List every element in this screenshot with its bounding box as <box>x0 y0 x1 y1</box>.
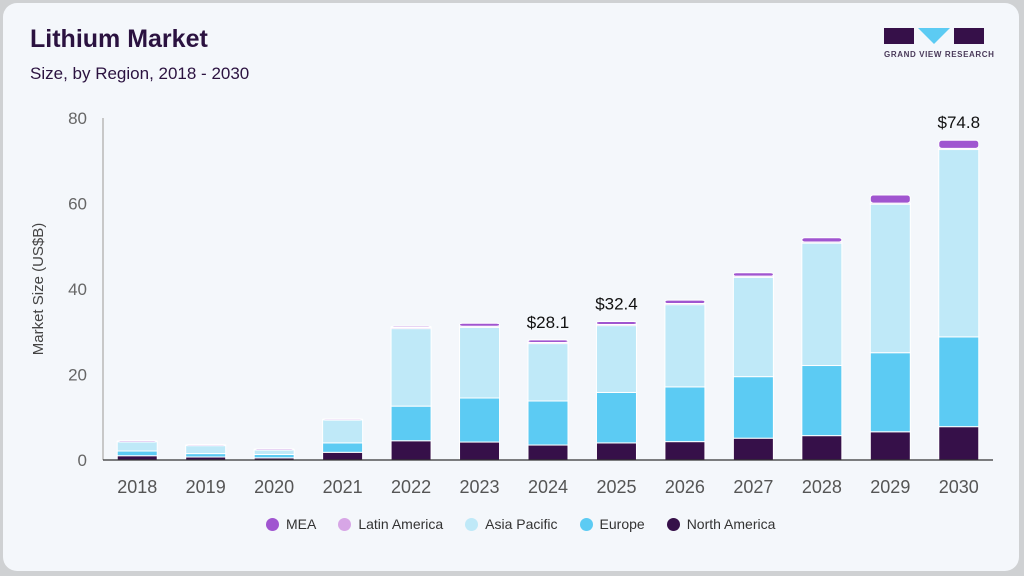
legend-item-north-america: North America <box>666 516 776 532</box>
bar-segment-asia-pacific <box>459 326 501 399</box>
bar-segment-europe <box>459 397 501 443</box>
x-tick-label: 2018 <box>117 477 157 497</box>
bar-segment-europe <box>527 400 569 446</box>
bar-segment-europe <box>253 453 295 459</box>
bar-segment-mea <box>527 339 569 343</box>
x-tick-label: 2021 <box>323 477 363 497</box>
legend-item-latin-america: Latin America <box>338 516 443 532</box>
bar-segment-mea <box>459 322 501 327</box>
bar-segment-mea <box>116 440 158 443</box>
legend-label: MEA <box>286 516 317 532</box>
x-tick-label: 2027 <box>733 477 773 497</box>
data-label: $32.4 <box>595 294 638 313</box>
y-tick-label: 0 <box>78 451 87 470</box>
bar-segment-europe <box>116 450 158 457</box>
bar-segment-mea <box>185 444 227 447</box>
legend-item-asia-pacific: Asia Pacific <box>465 516 558 532</box>
x-tick-label: 2029 <box>870 477 910 497</box>
bar-segment-asia-pacific <box>390 327 432 407</box>
bar-segment-europe <box>938 336 980 428</box>
legend-label: Europe <box>599 516 645 532</box>
bar-segment-north-america <box>459 441 501 461</box>
legend-swatch-icon <box>465 517 479 531</box>
y-tick-label: 60 <box>68 195 87 214</box>
legend-label: Latin America <box>358 516 444 532</box>
legend-swatch-icon <box>266 517 279 531</box>
bar-segment-asia-pacific <box>116 440 158 452</box>
bar-segment-europe <box>664 386 706 443</box>
legend-label: Asia Pacific <box>485 516 558 532</box>
data-label: $74.8 <box>937 113 980 132</box>
bar-segment-mea <box>322 418 364 421</box>
y-tick-label: 40 <box>68 280 87 299</box>
chart-title: Lithium Market <box>30 25 208 53</box>
x-tick-label: 2022 <box>391 477 431 497</box>
bar-segment-europe <box>322 442 364 453</box>
bar-segment-asia-pacific <box>664 303 706 388</box>
bar-segment-asia-pacific <box>869 203 911 354</box>
bar-segment-north-america <box>938 426 980 461</box>
legend-swatch-icon <box>579 517 593 531</box>
x-tick-label: 2030 <box>939 477 979 497</box>
bar-segment-north-america <box>869 431 911 461</box>
y-tick-label: 20 <box>68 366 87 385</box>
bar-segment-mea <box>664 299 706 305</box>
x-tick-label: 2023 <box>460 477 500 497</box>
bar-segment-north-america <box>732 437 774 461</box>
bar-segment-europe <box>595 391 637 444</box>
legend-item-europe: Europe <box>579 516 645 532</box>
bar-segment-mea <box>732 272 774 277</box>
x-tick-label: 2026 <box>665 477 705 497</box>
legend: MEA Latin America Asia Pacific Europe North … <box>266 516 775 532</box>
data-label: $28.1 <box>527 313 570 332</box>
x-tick-label: 2024 <box>528 477 568 497</box>
bar-segment-asia-pacific <box>527 342 569 402</box>
legend-swatch-icon <box>666 517 680 531</box>
bar-segment-asia-pacific <box>185 444 227 455</box>
bar-segment-mea <box>390 325 432 328</box>
chart-card <box>3 3 1019 571</box>
bar-segment-mea <box>869 194 911 204</box>
y-axis-label: Market Size (US$B) <box>30 223 47 356</box>
chart-subtitle: Size, by Region, 2018 - 2030 <box>30 64 250 83</box>
x-tick-label: 2020 <box>254 477 294 497</box>
legend-label: North America <box>686 516 776 532</box>
bar-segment-mea <box>253 448 295 451</box>
bar-segment-asia-pacific <box>938 148 980 338</box>
bar-segment-europe <box>390 405 432 442</box>
x-tick-label: 2019 <box>186 477 226 497</box>
bar-segment-mea <box>595 320 637 325</box>
x-tick-label: 2025 <box>596 477 636 497</box>
bar-segment-europe <box>732 376 774 439</box>
logo-text: GRAND VIEW RESEARCH <box>884 50 995 59</box>
legend-swatch-icon <box>338 517 352 531</box>
legend-item-mea: MEA <box>266 516 316 532</box>
y-tick-label: 80 <box>68 109 87 128</box>
bar-segment-north-america <box>664 441 706 461</box>
bar-segment-europe <box>869 352 911 433</box>
bar-segment-asia-pacific <box>801 241 843 367</box>
bar-segment-europe <box>185 453 227 458</box>
bar-segment-north-america <box>595 442 637 461</box>
bar-segment-north-america <box>801 435 843 461</box>
bar-segment-asia-pacific <box>595 324 637 393</box>
bar-segment-asia-pacific <box>322 418 364 444</box>
bar-segment-north-america <box>390 440 432 461</box>
bar-segment-mea <box>801 237 843 243</box>
grand-view-research-logo-icon <box>884 28 984 44</box>
bar-segment-mea <box>938 139 980 149</box>
bar-segment-north-america <box>322 451 364 461</box>
bar-segment-north-america <box>527 444 569 461</box>
bar-segment-asia-pacific <box>732 276 774 378</box>
bar-segment-europe <box>801 365 843 437</box>
bar-segment-north-america <box>116 455 158 461</box>
x-tick-label: 2028 <box>802 477 842 497</box>
